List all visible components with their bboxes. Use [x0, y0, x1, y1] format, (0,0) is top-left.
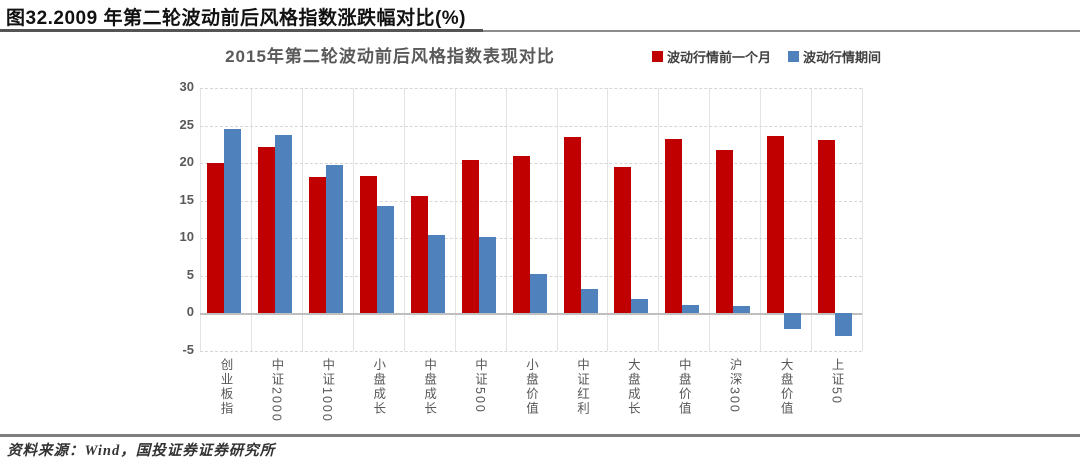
- source-note: 资料来源：Wind，国投证券证券研究所: [7, 443, 276, 459]
- plot-area: [200, 88, 863, 352]
- x-tick-label-大盘成长: 大盘成长: [625, 358, 640, 416]
- gridline-vertical: [862, 88, 863, 351]
- legend-label: 波动行情期间: [803, 49, 882, 65]
- bar-during-大盘成长: [631, 298, 649, 314]
- header-rule: [0, 30, 1080, 32]
- bar-pre-month-小盘价值: [512, 155, 530, 313]
- bar-pre-month-中证红利: [563, 136, 581, 314]
- bar-during-小盘价值: [529, 274, 547, 313]
- bar-pre-month-中证2000: [257, 146, 275, 313]
- gridline-vertical: [200, 88, 201, 351]
- x-tick-label-创业板指: 创业板指: [218, 358, 233, 416]
- legend-label: 波动行情前一个月: [667, 49, 772, 65]
- x-tick-label-中证500: 中证500: [473, 358, 488, 414]
- y-tick-label: 10: [179, 229, 194, 244]
- bar-pre-month-中证500: [461, 160, 479, 313]
- bar-during-小盘成长: [376, 205, 394, 314]
- x-tick-label-大盘价值: 大盘价值: [778, 358, 793, 416]
- x-tick-label-中证1000: 中证1000: [320, 358, 335, 423]
- bar-during-上证50: [835, 313, 853, 336]
- gridline-vertical: [658, 88, 660, 351]
- bar-during-大盘价值: [784, 313, 802, 329]
- chart-legend: 波动行情前一个月 波动行情期间: [0, 48, 1080, 65]
- chart-title: 2015年第二轮波动前后风格指数表现对比: [225, 47, 555, 66]
- x-tick-label-中盘成长: 中盘成长: [422, 358, 437, 416]
- gridline-horizontal: [200, 200, 862, 202]
- bar-during-中证2000: [274, 134, 292, 313]
- gridline-vertical: [505, 88, 507, 351]
- title-underline: [0, 29, 483, 32]
- y-tick-label: 25: [179, 116, 194, 132]
- gridline-vertical: [454, 88, 456, 351]
- bar-during-中盘成长: [427, 235, 445, 313]
- gridline-vertical: [709, 88, 711, 351]
- x-tick-label-中证2000: 中证2000: [269, 358, 284, 423]
- x-tick-label-中证红利: 中证红利: [574, 358, 589, 416]
- y-tick-label: 15: [179, 191, 194, 207]
- legend-swatch-red-icon: [652, 50, 663, 62]
- gridline-vertical: [556, 88, 558, 351]
- gridline-horizontal: [200, 125, 862, 127]
- y-tick-label: -5: [182, 341, 194, 357]
- gridline-horizontal: [200, 350, 862, 352]
- bar-pre-month-创业板指: [207, 163, 224, 313]
- footer-rule: [0, 434, 1080, 437]
- bar-pre-month-中盘成长: [410, 196, 428, 313]
- bar-pre-month-中证1000: [308, 177, 326, 314]
- x-tick-label-小盘成长: 小盘成长: [371, 358, 386, 416]
- bar-during-中证1000: [325, 164, 343, 313]
- bar-during-中证红利: [580, 289, 598, 313]
- bar-pre-month-中盘价值: [665, 139, 683, 313]
- legend-item-during: 波动行情期间: [788, 48, 882, 65]
- gridline-vertical: [250, 88, 252, 351]
- bar-pre-month-大盘价值: [767, 136, 785, 313]
- legend-swatch-blue-icon: [788, 50, 799, 62]
- y-tick-label: 5: [186, 266, 194, 282]
- x-tick-label-小盘价值: 小盘价值: [523, 358, 538, 416]
- gridline-horizontal: [200, 238, 862, 239]
- gridline-vertical: [760, 88, 762, 351]
- gridline-vertical: [607, 88, 609, 351]
- x-axis-line: [200, 313, 862, 315]
- gridline-vertical: [301, 88, 303, 351]
- gridline-horizontal: [200, 88, 862, 89]
- figure-title: 图32.2009 年第二轮波动前后风格指数涨跌幅对比(%): [6, 8, 467, 29]
- bar-pre-month-上证50: [818, 139, 836, 314]
- x-tick-label-上证50: 上证50: [829, 358, 844, 405]
- gridline-horizontal: [200, 163, 862, 164]
- bar-pre-month-大盘成长: [614, 166, 632, 314]
- bar-during-中证500: [478, 237, 496, 314]
- bar-pre-month-沪深300: [716, 149, 734, 313]
- bar-pre-month-小盘成长: [359, 175, 377, 314]
- y-tick-label: 20: [179, 154, 194, 169]
- bar-during-沪深300: [733, 305, 751, 313]
- y-tick-label: 0: [186, 304, 194, 319]
- gridline-vertical: [811, 88, 813, 351]
- x-tick-label-沪深300: 沪深300: [727, 358, 742, 414]
- x-tick-label-中盘价值: 中盘价值: [676, 358, 691, 416]
- bar-during-中盘价值: [682, 304, 700, 314]
- y-tick-label: 30: [179, 79, 194, 94]
- gridline-vertical: [403, 88, 405, 351]
- bar-during-创业板指: [224, 129, 241, 314]
- legend-item-pre-month: 波动行情前一个月: [652, 48, 772, 65]
- gridline-vertical: [352, 88, 354, 351]
